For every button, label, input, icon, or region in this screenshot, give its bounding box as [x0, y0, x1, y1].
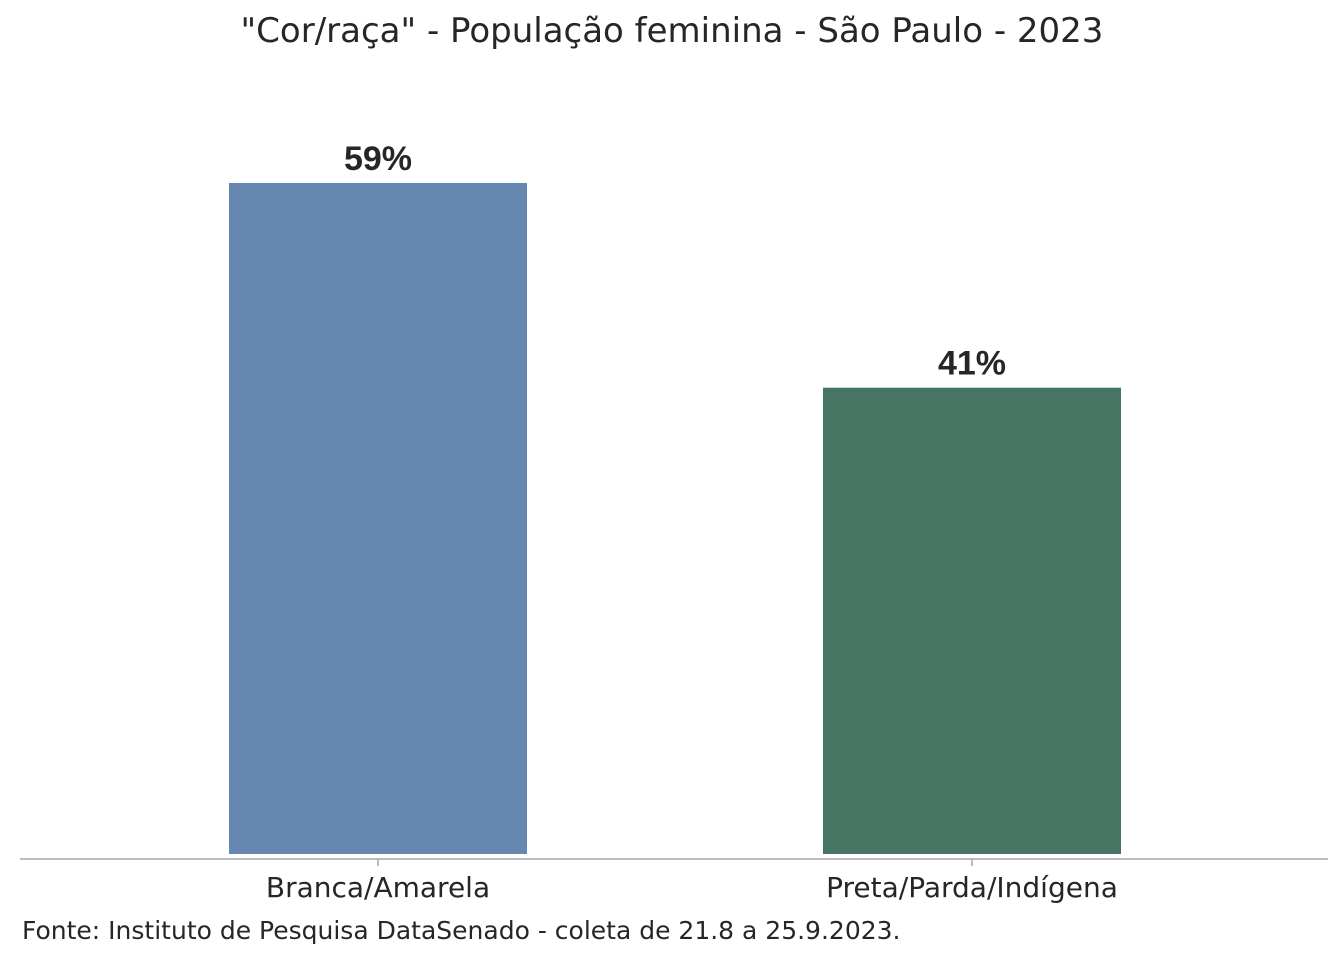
category-label-2: Preta/Parda/Indígena — [826, 871, 1118, 904]
value-labels-group: 59% 41% — [344, 140, 1006, 383]
bar-1 — [229, 183, 527, 854]
category-label-1: Branca/Amarela — [266, 871, 490, 904]
x-axis-ticks — [377, 859, 973, 866]
value-label-2: 41% — [938, 345, 1006, 383]
bars-group — [229, 183, 1121, 854]
value-label-1: 59% — [344, 140, 412, 178]
chart-title: "Cor/raça" - População feminina - São Pa… — [241, 11, 1104, 51]
bar-2 — [823, 387, 1121, 854]
category-labels-group: Branca/Amarela Preta/Parda/Indígena — [266, 871, 1118, 904]
source-note: Fonte: Instituto de Pesquisa DataSenado … — [22, 916, 900, 945]
